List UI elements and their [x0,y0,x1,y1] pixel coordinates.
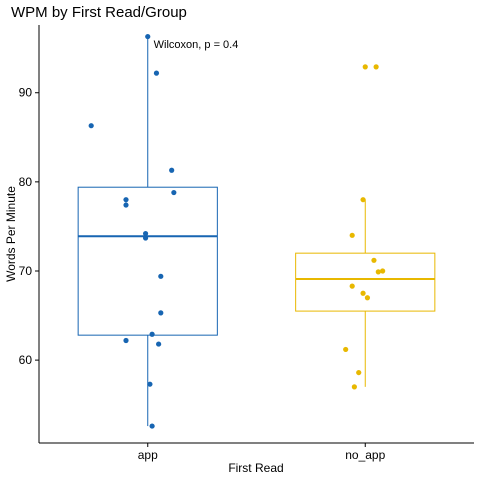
y-tick-label: 90 [19,86,33,100]
no_app-data-point [364,295,371,301]
app-data-point [123,202,129,208]
app-data-point [158,310,164,316]
no_app-data-point [371,257,377,263]
app-data-point [147,381,153,387]
app-data-point [123,197,129,203]
y-axis-title: Words Per Minute [4,186,18,282]
plot-area [77,33,436,429]
app-data-point [158,273,164,279]
y-tick-label: 60 [19,353,33,367]
no_app-data-point [356,369,362,376]
y-tick-label: 70 [19,264,33,278]
no_app-data-point [380,268,386,274]
app-data-point [169,167,175,173]
no_app-data-point [362,64,368,70]
no_app-data-point [360,290,366,296]
axes: 60 70 80 90 app no_app [19,86,386,462]
x-axis-title: First Read [228,461,283,475]
no_app-data-point [373,64,379,70]
app-data-point [145,33,151,40]
no_app-data-point [375,269,381,275]
app-data-point [156,341,162,347]
x-tick-label: app [138,448,158,462]
wilcoxon-annotation: Wilcoxon, p = 0.4 [154,39,239,51]
app-data-point [123,337,129,344]
app-data-point [149,331,155,337]
app-box [77,186,218,336]
no_app-data-point [351,384,357,390]
app-data-point [88,123,94,129]
chart-title: WPM by First Read/Group [11,4,187,21]
no_app-data-point [349,283,355,289]
x-tick-label: no_app [345,448,385,462]
app-data-point [149,423,155,429]
no_app-data-point [349,232,355,238]
no_app-data-point [343,346,349,353]
no_app-data-point [360,197,366,203]
app-data-point [142,235,149,241]
app-data-point [153,70,160,76]
app-data-point [171,189,177,196]
y-tick-label: 80 [19,175,33,189]
app-data-point [142,230,149,237]
no_app-box [295,252,436,312]
